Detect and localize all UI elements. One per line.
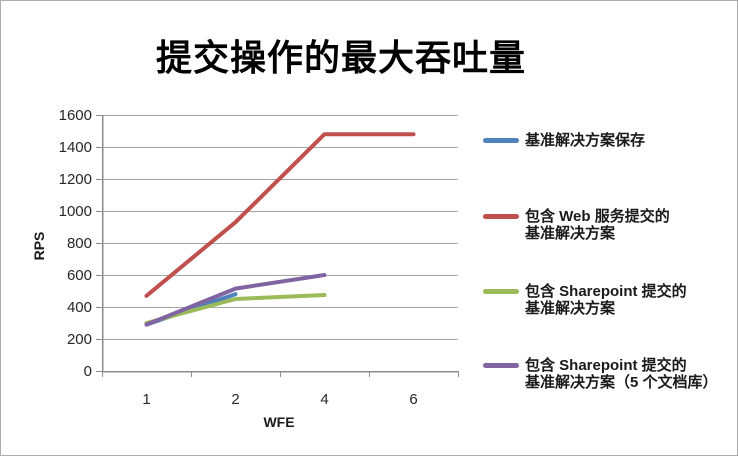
legend-item-web-service: 包含 Web 服务提交的 基准解决方案 — [483, 208, 670, 242]
y-tick-label: 800 — [67, 235, 92, 252]
legend-label: 包含 Sharepoint 提交的 基准解决方案 — [525, 283, 687, 317]
legend-line-swatch — [483, 289, 519, 294]
x-tick-label: 6 — [409, 391, 417, 408]
series-line-2 — [144, 293, 327, 325]
chart-title: 提交操作的最大吞吐量 — [155, 37, 526, 78]
legend-line-swatch — [483, 363, 519, 368]
legend-item-sharepoint: 包含 Sharepoint 提交的 基准解决方案 — [483, 283, 687, 317]
y-tick-label: 1000 — [59, 203, 92, 220]
legend-label: 基准解决方案保存 — [525, 132, 646, 149]
legend-label: 包含 Sharepoint 提交的 基准解决方案（5 个文档库） — [525, 357, 718, 391]
x-axis-label: WFE — [263, 414, 295, 430]
x-tick-label: 2 — [231, 391, 239, 408]
y-tick-label: 1600 — [59, 107, 92, 124]
y-tick-label: 400 — [67, 299, 92, 316]
y-tick-label: 0 — [84, 363, 92, 380]
y-tick-label: 600 — [67, 267, 92, 284]
legend-item-sharepoint-5libs: 包含 Sharepoint 提交的 基准解决方案（5 个文档库） — [483, 357, 718, 391]
x-tick-label: 1 — [142, 391, 150, 408]
legend-label: 包含 Web 服务提交的 基准解决方案 — [525, 208, 670, 242]
legend-item-baseline-save: 基准解决方案保存 — [483, 132, 645, 149]
y-tick-label: 1200 — [59, 171, 92, 188]
y-tick-label: 1400 — [59, 139, 92, 156]
legend-line-swatch — [483, 214, 519, 219]
x-tick-label: 4 — [320, 391, 328, 408]
y-tick-label: 200 — [67, 331, 92, 348]
legend-line-swatch — [483, 138, 519, 143]
series-line-1 — [144, 132, 416, 298]
series-line-3 — [144, 273, 327, 327]
